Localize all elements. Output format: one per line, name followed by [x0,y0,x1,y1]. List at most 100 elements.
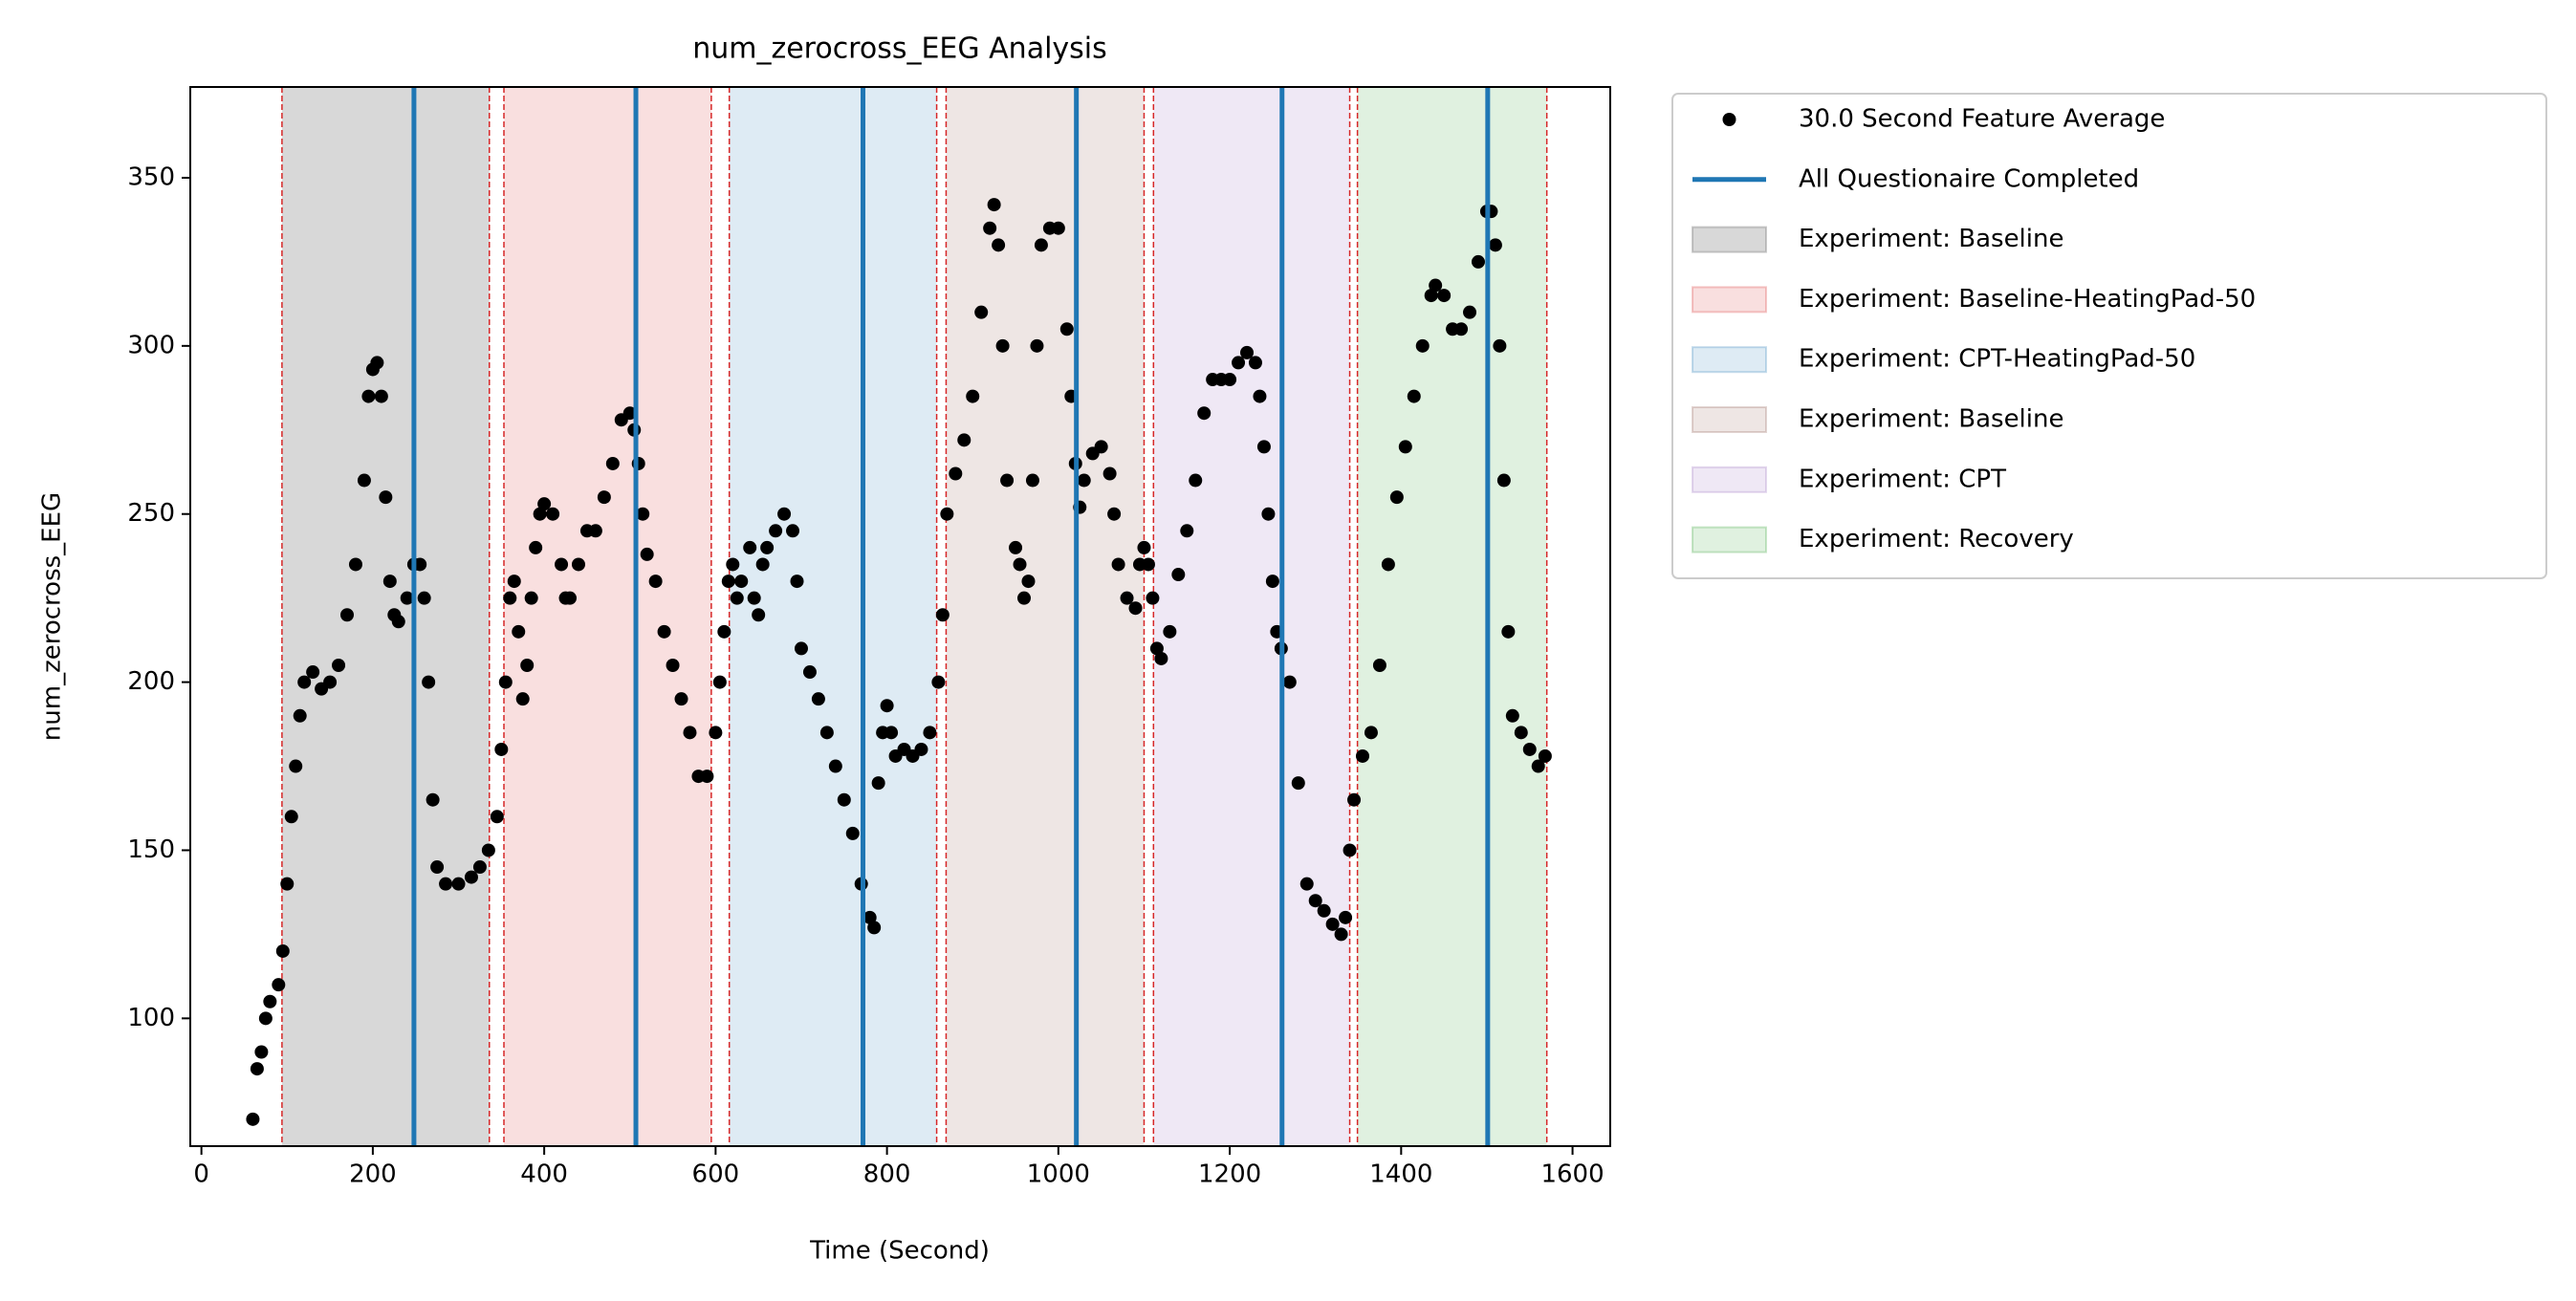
data-point [622,406,637,421]
data-point [992,238,1006,252]
data-point [1180,524,1194,538]
data-point [966,389,980,403]
data-point [1343,843,1357,857]
data-point [1381,557,1395,572]
data-point [1364,726,1378,740]
data-point [1334,927,1348,942]
data-point [1538,748,1552,763]
data-point [340,608,355,622]
data-point [481,843,495,857]
legend-label: 30.0 Second Feature Average [1799,105,2165,134]
data-point [426,792,440,807]
data-point [811,692,825,706]
data-point [983,221,997,235]
data-point [520,659,535,673]
data-point [1265,575,1279,589]
data-point [533,507,547,521]
data-point [1013,557,1027,572]
data-point [1021,575,1036,589]
data-point [1261,507,1276,521]
data-point [451,877,466,891]
data-point [1339,910,1353,924]
data-point [648,575,663,589]
data-point [422,675,436,689]
data-point [790,575,804,589]
data-point [1325,917,1340,931]
plot-frame [189,86,1611,1147]
data-point [1347,792,1362,807]
data-point [1248,356,1262,370]
data-point [263,994,277,1008]
x-tick-label: 600 [692,1160,740,1189]
data-point [254,1045,269,1059]
data-point [1077,473,1091,488]
data-point [306,665,320,680]
data-point [700,770,714,784]
data-point [512,624,526,639]
x-tick-label: 800 [863,1160,911,1189]
legend-patch [1692,406,1767,433]
data-point [1531,759,1545,773]
data-point [949,466,963,481]
data-point [940,507,954,521]
legend-label: Experiment: Baseline [1799,225,2063,253]
data-point [755,557,770,572]
data-point [1496,473,1511,488]
data-point [374,389,388,403]
data-point [777,507,792,521]
data-point [1424,289,1438,303]
x-tick-label: 1000 [1027,1160,1090,1189]
data-point [1372,659,1386,673]
data-point [1034,238,1048,252]
data-point [1025,473,1039,488]
data-point [1501,624,1516,639]
data-point [1094,440,1108,454]
data-point [361,389,376,403]
data-point [1505,708,1519,723]
data-point [284,810,298,824]
data-point [1149,641,1164,656]
data-point [1514,726,1528,740]
data-point [503,591,517,605]
data-point [293,708,307,723]
data-point [747,591,761,605]
data-point [400,591,414,605]
data-point [1317,903,1331,918]
legend-patch [1692,466,1767,493]
data-point [289,759,303,773]
data-point [1030,338,1044,353]
data-point [1522,742,1537,756]
data-point [1463,305,1477,319]
data-point [1493,338,1507,353]
legend-label: All Questionaire Completed [1799,164,2139,193]
data-point [1454,322,1469,336]
data-point [379,490,393,505]
data-point [472,860,487,875]
span [946,87,1145,1146]
data-point [430,860,445,875]
data-point [1189,473,1203,488]
data-point [1291,776,1305,791]
data-point [490,810,504,824]
data-point [258,1011,273,1026]
data-point [931,675,946,689]
data-point [571,557,585,572]
data-point [370,356,384,370]
data-point [250,1062,264,1076]
scatter-series [246,198,1552,1126]
legend-label: Experiment: Baseline-HeatingPad-50 [1799,285,2256,314]
data-point [1299,877,1314,891]
data-point [712,675,727,689]
data-point [357,473,371,488]
x-tick-label: 1600 [1540,1160,1604,1189]
data-point [1355,748,1369,763]
y-tick-label: 250 [127,499,175,528]
legend-label: Experiment: CPT-HeatingPad-50 [1799,345,2195,374]
data-point [1009,540,1023,554]
data-point [507,575,521,589]
data-point [743,540,757,554]
data-point [1240,345,1255,359]
data-point [769,524,783,538]
x-tick-label: 1200 [1198,1160,1261,1189]
